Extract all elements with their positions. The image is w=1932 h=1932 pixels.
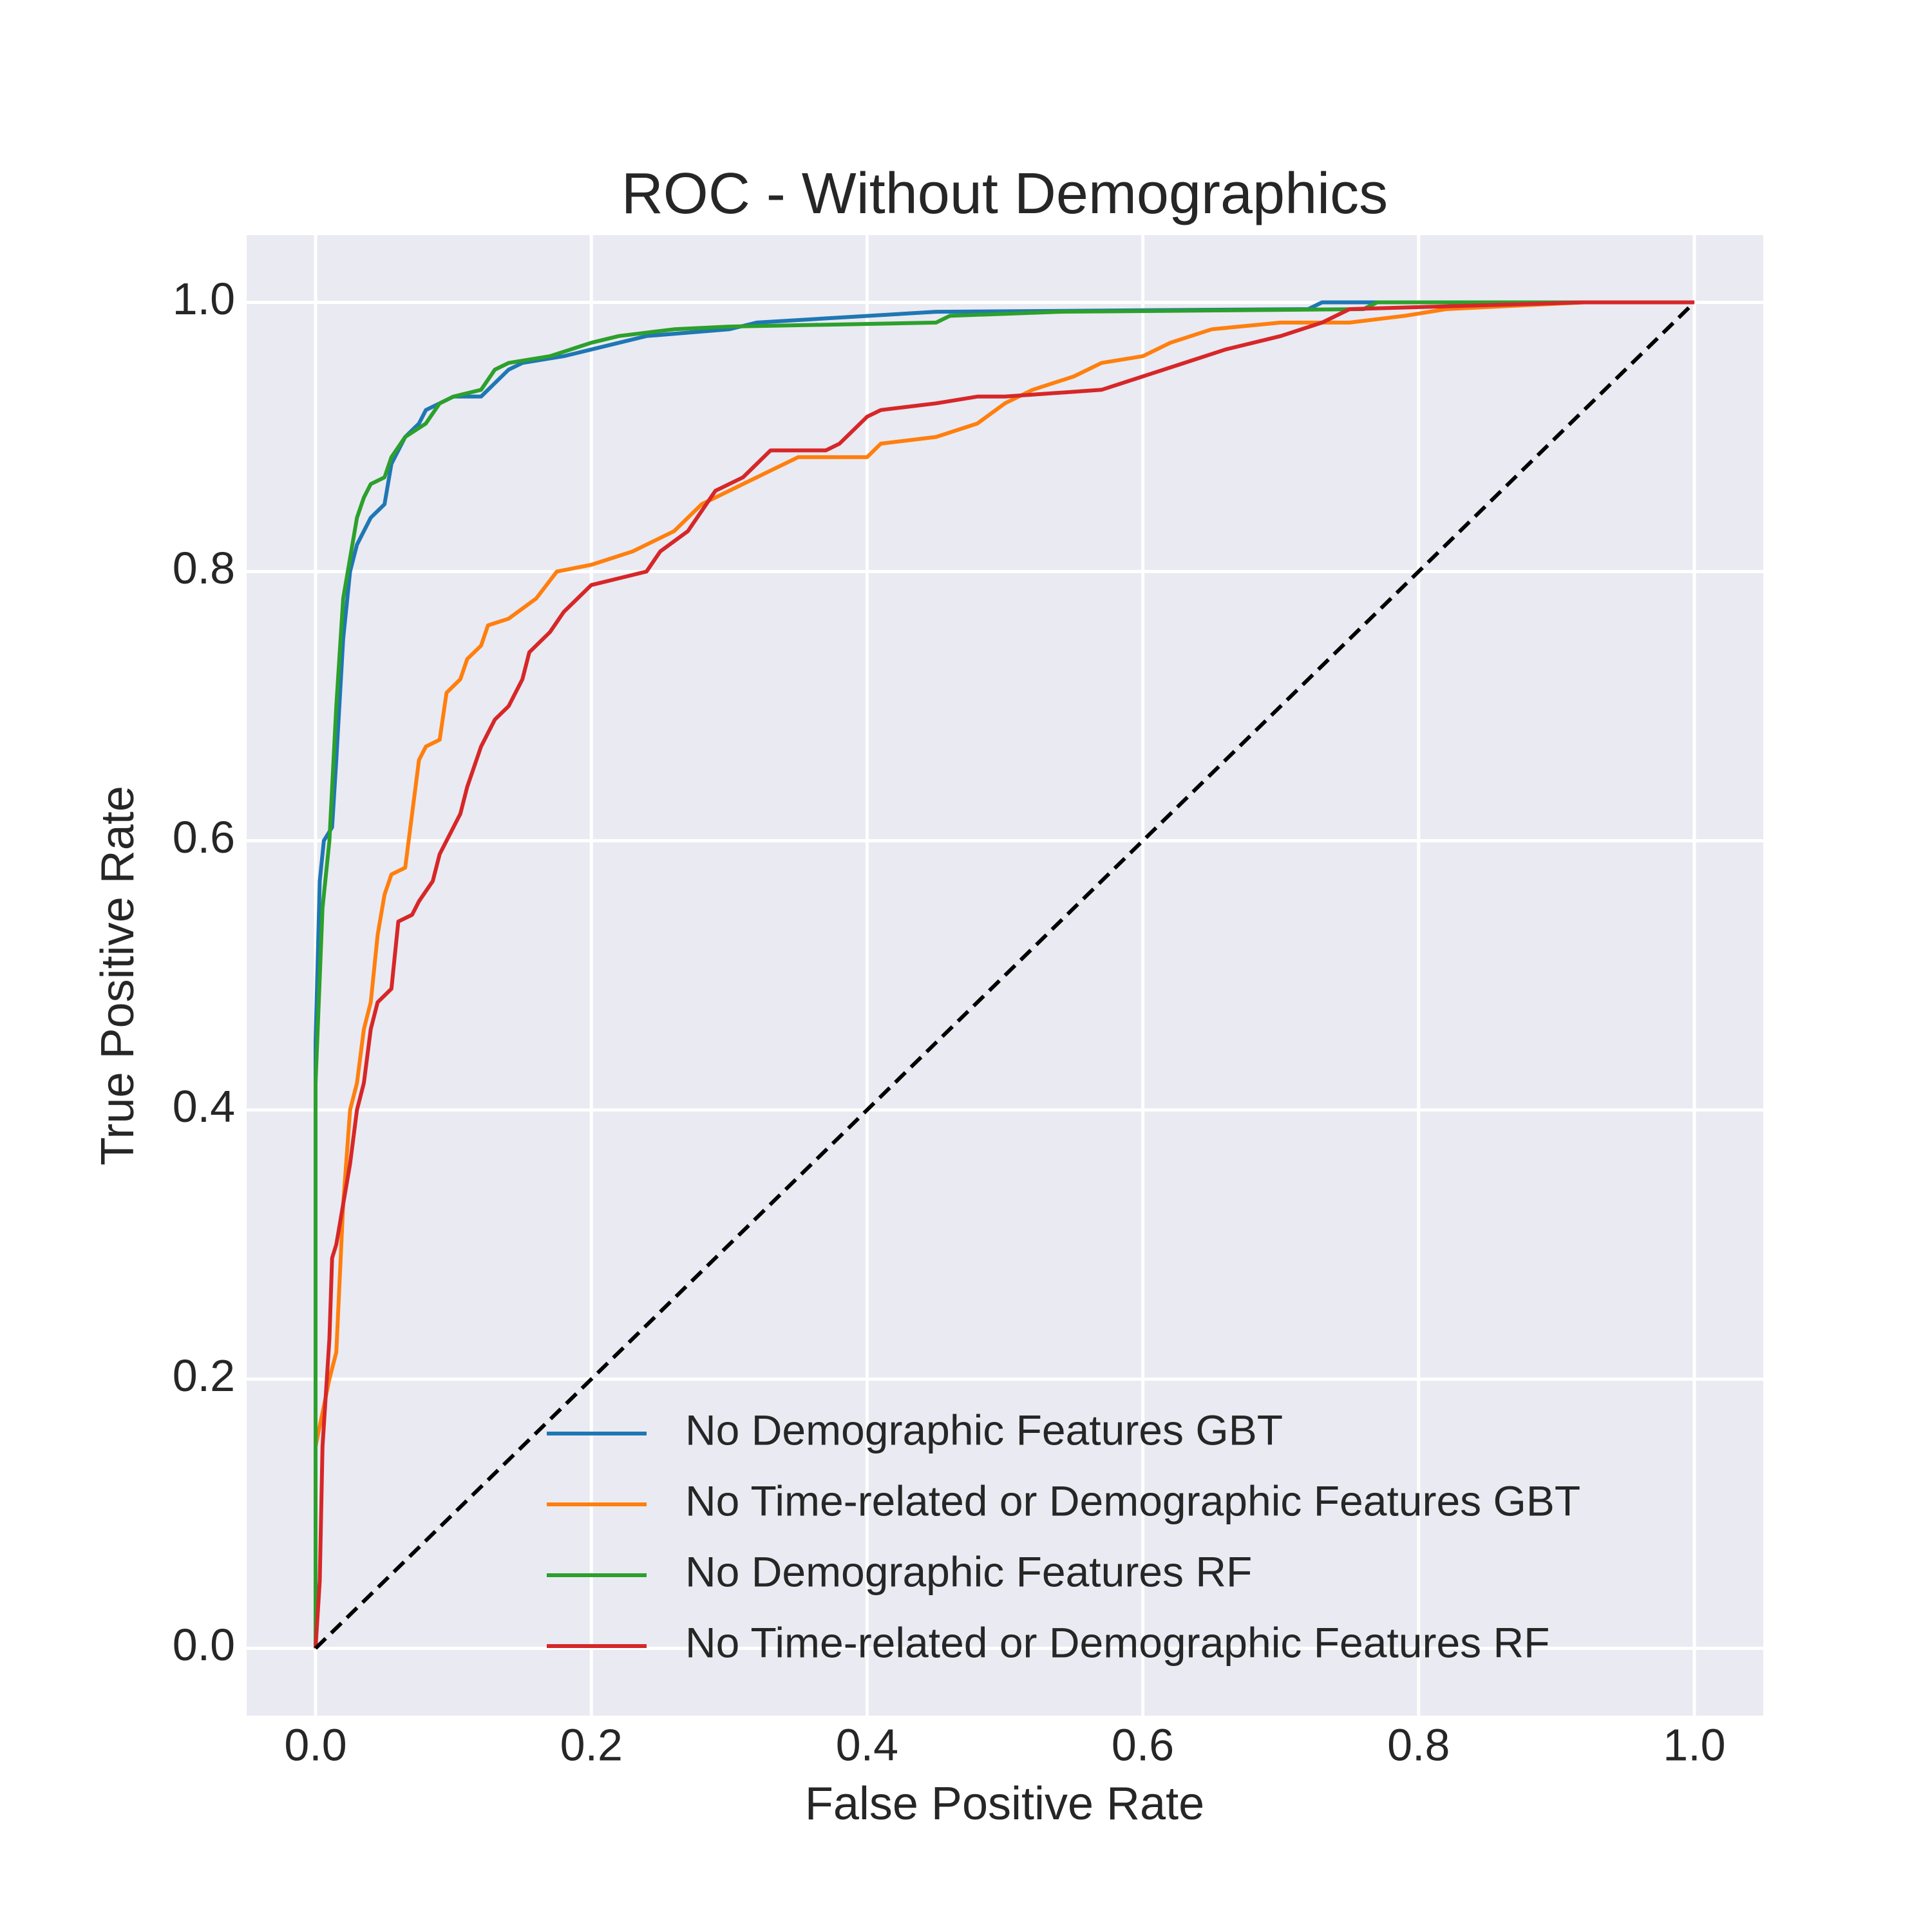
roc-line [314,300,1694,1649]
roc-line [314,300,1694,1649]
legend-label: No Demographic Features RF [685,1548,1252,1595]
y-tick-label: 0.8 [173,543,235,593]
legend-label: No Time-related or Demographic Features … [685,1477,1580,1524]
x-tick-label: 1.0 [1663,1719,1725,1770]
x-tick-label: 0.2 [560,1719,623,1770]
roc-line [314,300,1694,1649]
legend: No Demographic Features GBT No Time-relat… [547,1406,1580,1666]
reference-line [314,301,1696,1650]
roc-line [314,300,1694,1649]
y-tick-label: 0.2 [173,1350,235,1401]
y-tick-label: 0.4 [173,1081,235,1132]
y-axis-label: True Positive Rate [92,786,144,1166]
y-tick-label: 0.0 [173,1620,235,1670]
x-tick-label: 0.0 [284,1719,346,1770]
legend-label: No Time-related or Demographic Features … [685,1618,1550,1666]
legend-label: No Demographic Features GBT [685,1406,1283,1454]
y-tick-label: 0.6 [173,812,235,862]
labels: ROC - Without Demographics False Positiv… [92,162,1726,1830]
grid [247,235,1763,1716]
x-tick-label: 0.6 [1112,1719,1174,1770]
y-tick-label: 1.0 [173,274,235,324]
x-axis-label: False Positive Rate [805,1778,1204,1830]
x-tick-label: 0.8 [1387,1719,1450,1770]
marks [314,300,1696,1650]
x-tick-label: 0.4 [836,1719,898,1770]
chart-title: ROC - Without Demographics [621,162,1388,226]
